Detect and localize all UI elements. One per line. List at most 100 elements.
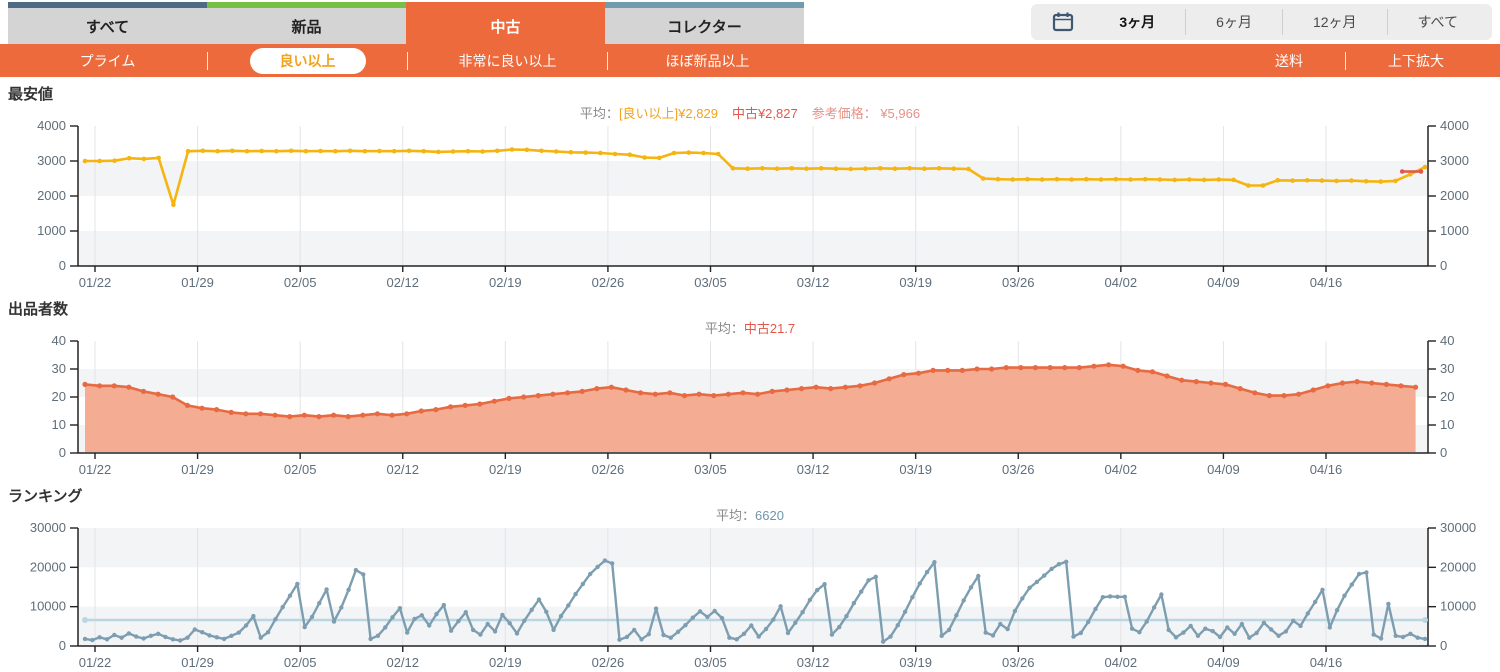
tab-color-strip (406, 2, 605, 8)
legend-prefix: 平均： (579, 106, 619, 121)
svg-text:30000: 30000 (30, 522, 66, 535)
legend-used-sellers: 中古21.7 (743, 321, 796, 336)
divider (1281, 9, 1283, 35)
svg-text:04/09: 04/09 (1207, 275, 1240, 290)
svg-text:0: 0 (1440, 258, 1447, 273)
svg-text:02/05: 02/05 (284, 462, 317, 477)
svg-text:03/12: 03/12 (797, 275, 830, 290)
svg-text:40: 40 (1440, 335, 1454, 348)
seller-count-title: 出品者数 (8, 301, 69, 318)
filter-like-new-or-better[interactable]: ほぼ新品以上 (665, 52, 750, 69)
svg-text:02/26: 02/26 (592, 655, 625, 670)
svg-text:02/26: 02/26 (592, 275, 625, 290)
svg-text:03/12: 03/12 (797, 462, 830, 477)
time-range-3m[interactable]: 3ヶ月 (1119, 14, 1156, 30)
tab-label: 中古 (406, 8, 605, 44)
svg-text:01/29: 01/29 (181, 462, 214, 477)
svg-text:2000: 2000 (37, 188, 66, 203)
svg-text:10000: 10000 (30, 599, 66, 614)
lowest-price-title: 最安値 (8, 86, 54, 103)
tab-color-strip (8, 2, 207, 8)
shipping-toggle[interactable]: 送料 (1275, 52, 1303, 69)
tab-new[interactable]: 新品 (207, 2, 406, 44)
filter-prime[interactable]: プライム (79, 52, 136, 69)
tab-used[interactable]: 中古 (406, 2, 605, 44)
svg-text:20000: 20000 (30, 559, 66, 574)
divider (607, 51, 608, 70)
tab-color-strip (605, 2, 804, 8)
svg-text:0: 0 (59, 638, 66, 653)
calendar-icon (1051, 10, 1075, 34)
svg-text:1000: 1000 (1440, 223, 1469, 238)
legend-used: 中古¥2,827 (731, 106, 798, 121)
svg-text:0: 0 (59, 258, 66, 273)
svg-text:03/19: 03/19 (899, 275, 932, 290)
svg-text:02/12: 02/12 (386, 655, 419, 670)
svg-text:02/12: 02/12 (386, 275, 419, 290)
seller-count-legend: 平均：中古21.7 (0, 318, 1500, 336)
svg-text:0: 0 (1440, 445, 1447, 460)
svg-text:02/19: 02/19 (489, 462, 522, 477)
condition-tabs: すべて 新品 中古 コレクター (8, 0, 1500, 44)
divider (1345, 51, 1346, 70)
svg-text:4000: 4000 (1440, 120, 1469, 133)
svg-text:01/22: 01/22 (79, 462, 112, 477)
ranking-legend: 平均：6620 (0, 505, 1500, 523)
svg-text:0: 0 (59, 445, 66, 460)
svg-text:01/29: 01/29 (181, 275, 214, 290)
vertical-zoom-toggle[interactable]: 上下拡大 (1388, 52, 1444, 69)
ranking-section: ランキング 平均：6620 01/22 01/29 02/05 02/12 02/19 0… (0, 485, 1500, 672)
svg-text:02/05: 02/05 (284, 275, 317, 290)
lowest-price-chart: 01/22 01/29 02/05 02/12 02/19 02/26 03/05 03/12… (37, 120, 1469, 290)
time-range-6m[interactable]: 6ヶ月 (1216, 14, 1252, 30)
svg-text:04/09: 04/09 (1207, 462, 1240, 477)
svg-text:04/02: 04/02 (1105, 462, 1138, 477)
divider (1386, 9, 1388, 35)
lowest-price-section: 最安値 平均：[良い以上]¥2,829 中古¥2,827 参考価格： ¥5,966 … (0, 83, 1500, 292)
svg-text:10000: 10000 (1440, 599, 1476, 614)
svg-text:03/19: 03/19 (899, 655, 932, 670)
svg-text:20: 20 (52, 389, 66, 404)
filter-very-good-or-better[interactable]: 非常に良い以上 (458, 52, 557, 69)
svg-text:02/26: 02/26 (592, 462, 625, 477)
tab-all[interactable]: すべて (8, 2, 207, 44)
divider (207, 51, 208, 70)
svg-text:30: 30 (1440, 361, 1454, 376)
svg-text:30: 30 (52, 361, 66, 376)
tab-collector[interactable]: コレクター (605, 2, 804, 44)
seller-count-section: 出品者数 平均：中古21.7 01/22 01/29 02/05 02/12 02/19… (0, 298, 1500, 479)
filter-good-or-better[interactable]: 良い以上 (208, 47, 407, 74)
condition-filters: プライム 良い以上 非常に良い以上 ほぼ新品以上 (8, 47, 807, 74)
svg-text:02/19: 02/19 (489, 655, 522, 670)
divider (407, 51, 408, 70)
svg-text:3000: 3000 (37, 153, 66, 168)
svg-text:10: 10 (52, 417, 66, 432)
svg-text:02/05: 02/05 (284, 655, 317, 670)
svg-text:03/05: 03/05 (694, 655, 727, 670)
svg-text:04/09: 04/09 (1207, 655, 1240, 670)
svg-text:04/16: 04/16 (1310, 275, 1343, 290)
svg-text:03/05: 03/05 (694, 462, 727, 477)
lowest-price-legend: 平均：[良い以上]¥2,829 中古¥2,827 参考価格： ¥5,966 (0, 103, 1500, 121)
svg-text:03/26: 03/26 (1002, 275, 1035, 290)
svg-text:1000: 1000 (37, 223, 66, 238)
tab-color-strip (207, 2, 406, 8)
filter-bar-right: 送料 上下拡大 (1233, 51, 1486, 71)
ranking-title: ランキング (8, 488, 83, 505)
svg-text:01/22: 01/22 (79, 275, 112, 290)
svg-text:03/26: 03/26 (1002, 462, 1035, 477)
svg-text:01/29: 01/29 (181, 655, 214, 670)
svg-text:2000: 2000 (1440, 188, 1469, 203)
svg-text:02/19: 02/19 (489, 275, 522, 290)
legend-good-or-better: [良い以上]¥2,829 (618, 106, 718, 121)
svg-text:03/19: 03/19 (899, 462, 932, 477)
svg-text:03/05: 03/05 (694, 275, 727, 290)
tab-label: 新品 (207, 8, 406, 44)
time-range-all[interactable]: すべて (1417, 14, 1458, 30)
svg-text:30000: 30000 (1440, 522, 1476, 535)
ranking-chart: 01/22 01/29 02/05 02/12 02/19 02/26 03/05 03/12… (30, 522, 1476, 670)
svg-text:04/02: 04/02 (1105, 275, 1138, 290)
time-range-12m[interactable]: 12ヶ月 (1312, 14, 1357, 30)
svg-text:20000: 20000 (1440, 559, 1476, 574)
svg-text:3000: 3000 (1440, 153, 1469, 168)
